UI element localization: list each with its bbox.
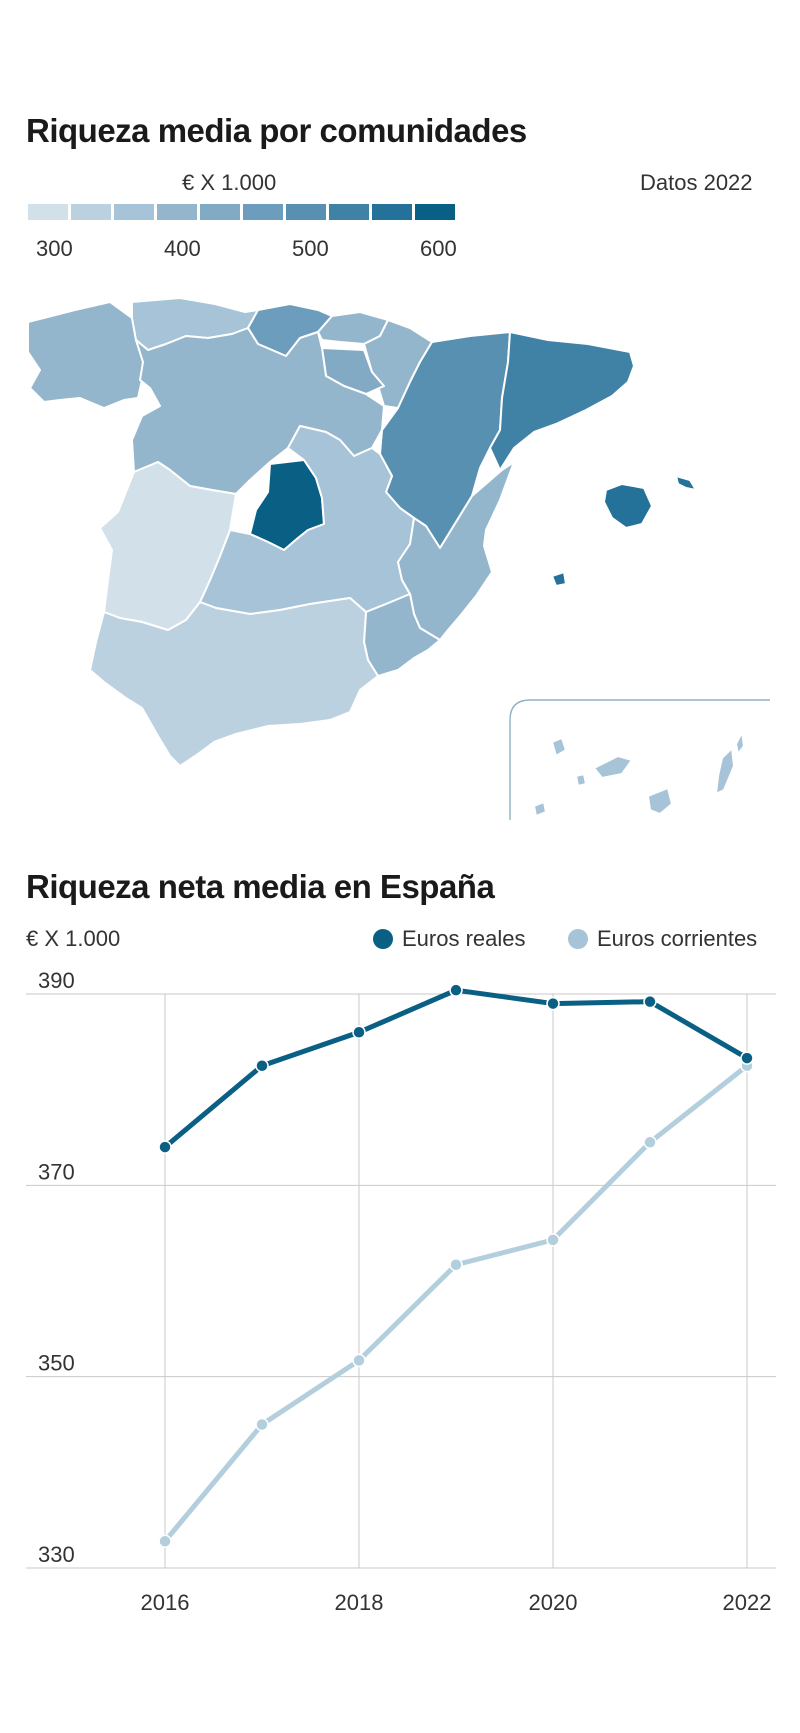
scale-swatch-7	[329, 204, 369, 220]
scale-swatch-2	[114, 204, 154, 220]
x-tick-label-2022: 2022	[723, 1590, 772, 1615]
y-tick-label-330: 330	[38, 1542, 75, 1567]
scale-swatch-6	[286, 204, 326, 220]
y-tick-label-390: 390	[38, 968, 75, 993]
point-euros-corrientes-2020	[546, 1233, 560, 1247]
point-euros-corrientes-2017	[255, 1417, 269, 1432]
scale-label-300: 300	[36, 236, 73, 261]
legend-dot-real	[373, 929, 393, 949]
region-canarias-2	[593, 755, 633, 779]
legend-item-real: Euros reales	[373, 926, 526, 952]
region-canarias-1	[551, 737, 567, 757]
scale-label-400: 400	[164, 236, 201, 261]
scale-swatch-9	[415, 204, 455, 220]
canarias-inset-frame	[509, 699, 770, 820]
point-euros-reales-2021	[643, 994, 657, 1009]
point-euros-corrientes-2019	[449, 1257, 463, 1272]
point-euros-reales-2017	[255, 1059, 269, 1073]
legend-dot-corrientes	[568, 929, 588, 949]
region-baleares-ibiza	[551, 571, 567, 587]
scale-swatch-5	[243, 204, 283, 220]
region-canarias-7	[533, 801, 547, 817]
region-valencia	[397, 461, 515, 641]
region-canarias-3	[575, 773, 587, 787]
legend-label-corrientes: Euros corrientes	[597, 926, 758, 951]
x-tick-label-2020: 2020	[529, 1590, 578, 1615]
point-euros-corrientes-2018	[352, 1353, 366, 1368]
scale-swatch-0	[28, 204, 68, 220]
scale-label-600: 600	[420, 236, 457, 261]
spain-regions-map	[27, 297, 770, 820]
point-euros-reales-2020	[546, 996, 560, 1011]
map-unit-label: € X 1.000	[182, 170, 277, 195]
point-euros-reales-2016	[158, 1140, 172, 1154]
region-canarias-6	[735, 731, 745, 755]
x-tick-label-2018: 2018	[335, 1590, 384, 1615]
region-galicia	[27, 301, 144, 409]
point-euros-reales-2022	[740, 1051, 754, 1065]
region-baleares-menorca	[675, 475, 697, 491]
series-line-euros-corrientes	[162, 1063, 750, 1544]
scale-swatch-3	[157, 204, 197, 220]
legend-label-real: Euros reales	[402, 926, 526, 951]
line-chart-title: Riqueza neta media en España	[26, 868, 495, 905]
line-chart: 390 370 350 330 2016 2018 2020 2022	[26, 968, 776, 1615]
map-title: Riqueza media por comunidades	[26, 112, 527, 149]
map-year-note: Datos 2022	[640, 170, 753, 195]
scale-swatch-1	[71, 204, 111, 220]
point-euros-reales-2019	[449, 983, 463, 997]
region-cataluna	[489, 331, 635, 471]
line-unit-label: € X 1.000	[26, 926, 121, 951]
x-tick-label-2016: 2016	[141, 1590, 190, 1615]
point-euros-reales-2018	[352, 1025, 366, 1040]
region-canarias-5	[715, 747, 735, 795]
region-andalucia	[89, 597, 379, 767]
scale-swatch-8	[372, 204, 412, 220]
scale-swatch-4	[200, 204, 240, 220]
y-tick-label-350: 350	[38, 1351, 75, 1376]
point-euros-corrientes-2021	[643, 1135, 657, 1150]
color-scale-legend	[28, 204, 455, 220]
scale-label-500: 500	[292, 236, 329, 261]
y-tick-label-370: 370	[38, 1159, 75, 1184]
point-euros-corrientes-2016	[158, 1534, 172, 1548]
series-line-euros-reales	[162, 987, 750, 1150]
region-baleares-mallorca	[603, 483, 653, 529]
region-canarias-4	[647, 787, 673, 815]
legend-item-corrientes: Euros corrientes	[568, 926, 757, 952]
